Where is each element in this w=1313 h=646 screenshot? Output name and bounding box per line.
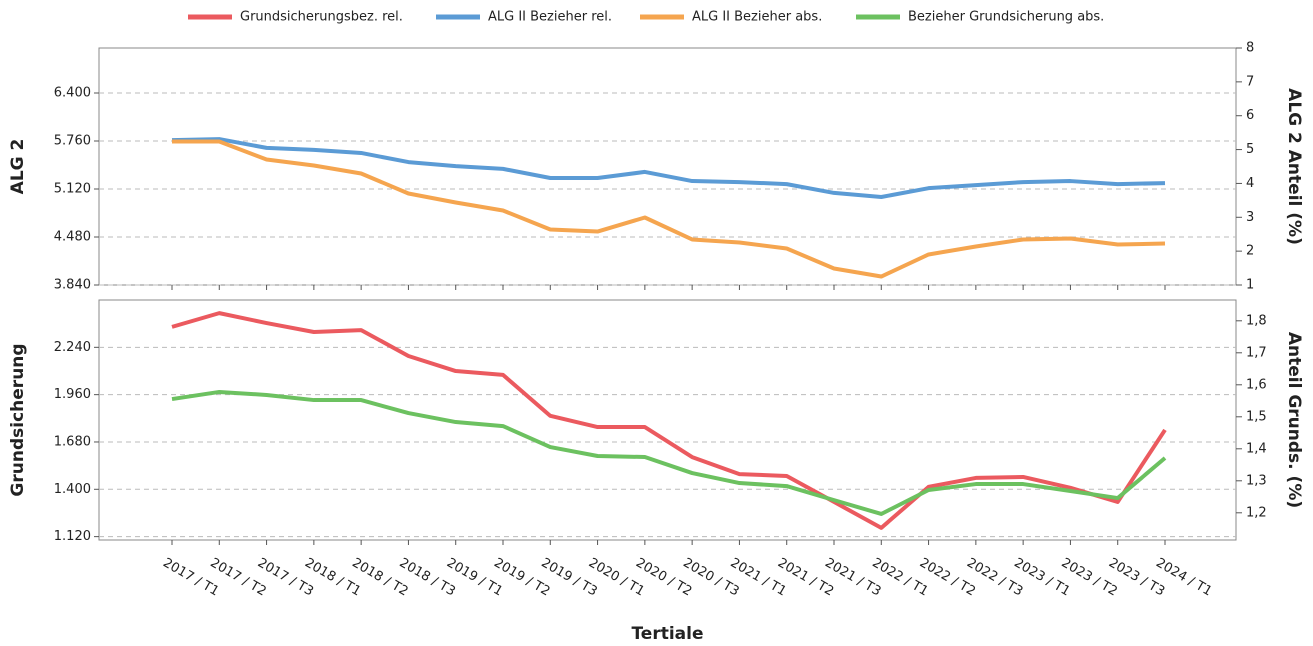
y-tick-label: 3.840 — [54, 278, 91, 293]
y-tick-label: 1.120 — [54, 529, 91, 544]
y2-tick-label: 6 — [1246, 108, 1254, 123]
y-tick-label: 4.480 — [54, 230, 91, 245]
plot-frame — [98, 47, 1237, 286]
series-line — [171, 137, 1166, 199]
y-tick-label: 2.240 — [54, 340, 91, 355]
y2-tick-label: 4 — [1246, 176, 1254, 191]
series-line — [172, 139, 1166, 279]
y2-tick-label: 1,3 — [1246, 473, 1267, 488]
y-tick-label: 1.960 — [54, 387, 91, 402]
y-tick-label: 1.400 — [54, 482, 91, 497]
series-line — [171, 389, 1167, 516]
legend-label: Grundsicherungsbez. rel. — [240, 10, 403, 25]
y2-axis-label: Anteil Grunds. (%) — [1284, 332, 1304, 508]
plot-frame — [98, 299, 1237, 541]
y2-tick-label: 1,5 — [1246, 409, 1267, 424]
y2-axis-label: ALG 2 Anteil (%) — [1284, 88, 1304, 245]
y2-tick-label: 1,7 — [1246, 345, 1267, 360]
legend-label: ALG II Bezieher rel. — [488, 10, 612, 25]
legend-label: Bezieher Grundsicherung abs. — [908, 10, 1104, 25]
y2-tick-label: 7 — [1246, 74, 1254, 89]
y-axis-label: ALG 2 — [8, 139, 28, 195]
y2-tick-label: 8 — [1246, 41, 1254, 56]
y2-tick-label: 1,2 — [1246, 505, 1267, 520]
legend-label: ALG II Bezieher abs. — [692, 10, 822, 25]
x-axis-label: Tertiale — [631, 624, 703, 644]
y2-tick-label: 1,8 — [1246, 313, 1267, 328]
y2-tick-label: 2 — [1246, 244, 1254, 259]
y2-tick-label: 1,4 — [1246, 441, 1267, 456]
y2-tick-label: 1,6 — [1246, 377, 1267, 392]
y-tick-label: 6.400 — [54, 86, 91, 101]
y2-tick-label: 5 — [1246, 142, 1254, 157]
y-tick-label: 5.120 — [54, 182, 91, 197]
y-axis-label: Grundsicherung — [8, 343, 28, 496]
y-tick-label: 5.760 — [54, 134, 91, 149]
series-line — [171, 311, 1167, 530]
y2-tick-label: 1 — [1246, 278, 1254, 293]
y2-tick-label: 3 — [1246, 210, 1254, 225]
y-tick-label: 1.680 — [54, 434, 91, 449]
